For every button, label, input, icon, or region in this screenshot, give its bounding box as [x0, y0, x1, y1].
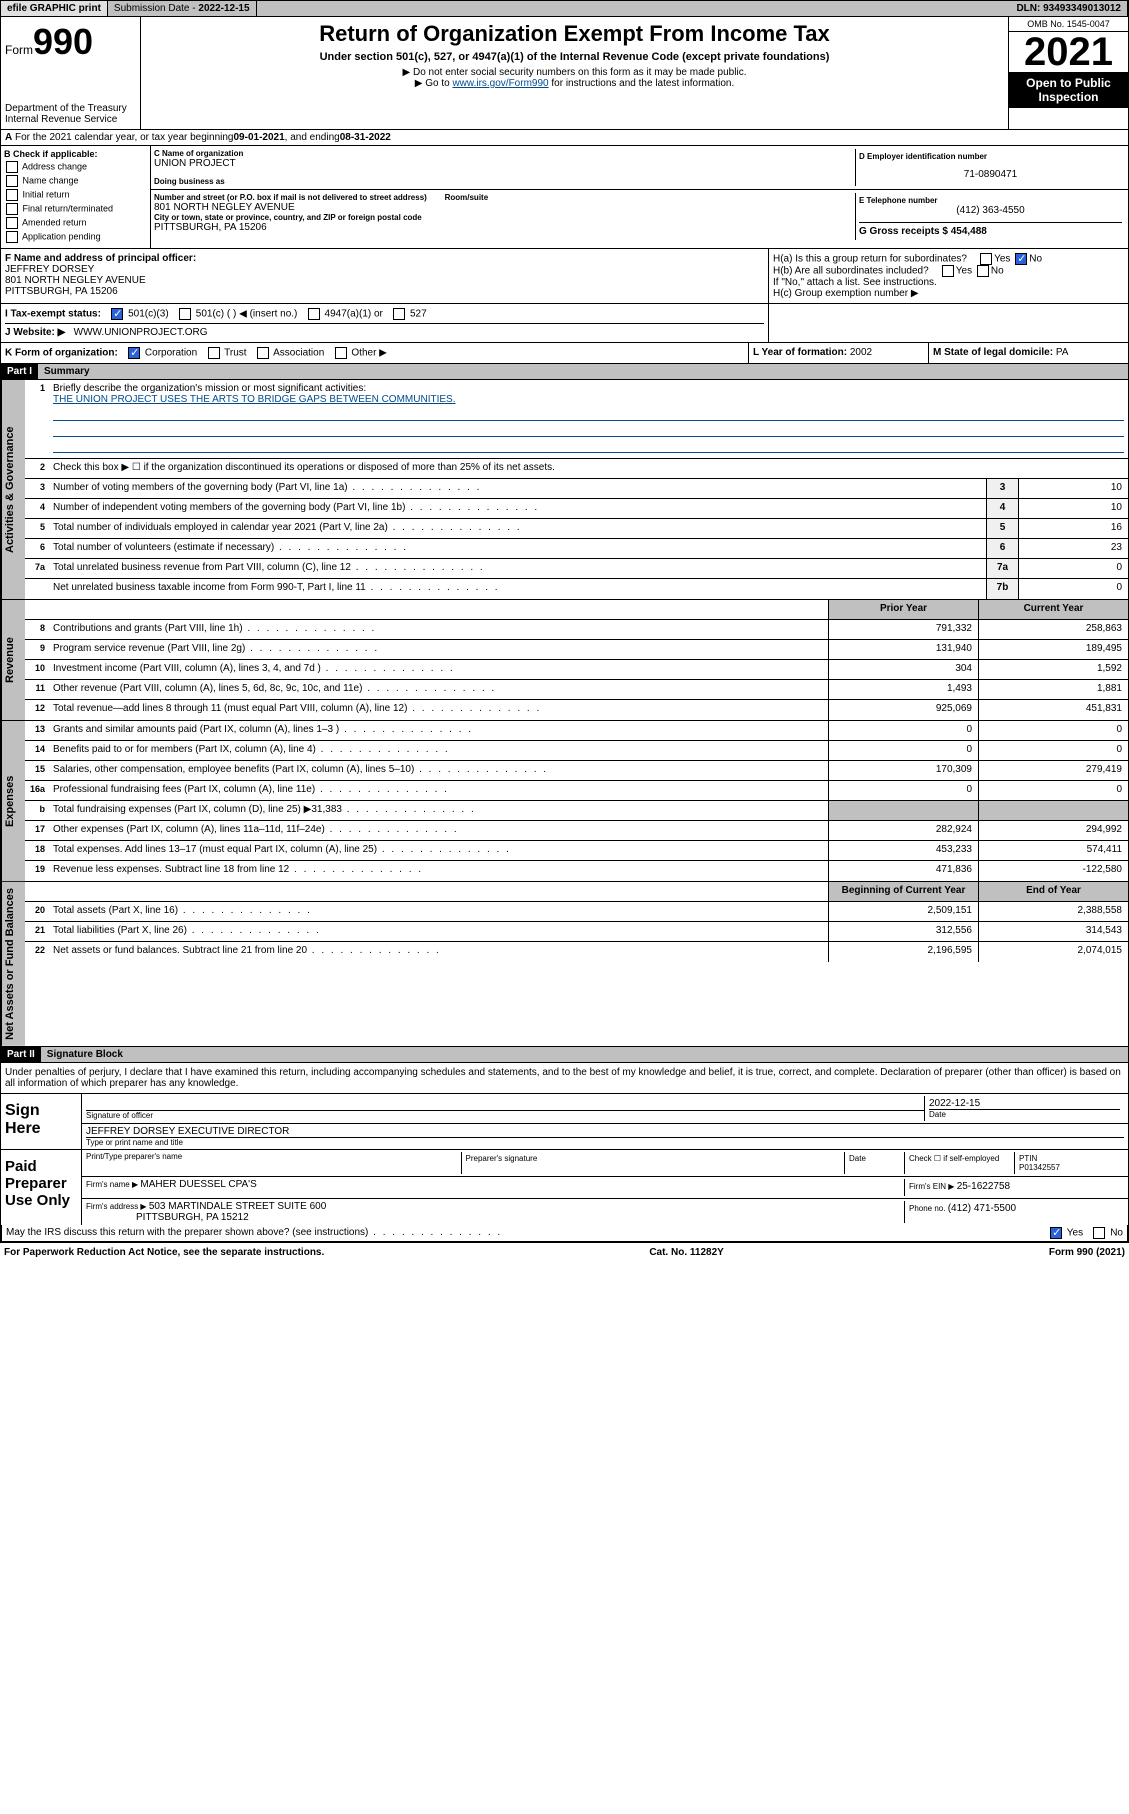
top-toolbar: efile GRAPHIC print Submission Date - 20…: [0, 0, 1129, 17]
phone-label: E Telephone number: [859, 196, 1122, 205]
table-row: 10Investment income (Part VIII, column (…: [25, 660, 1128, 680]
table-row: 4Number of independent voting members of…: [25, 499, 1128, 519]
vtab-netassets: Net Assets or Fund Balances: [1, 882, 25, 1046]
perjury-declaration: Under penalties of perjury, I declare th…: [1, 1063, 1128, 1093]
city-label: City or town, state or province, country…: [154, 213, 855, 222]
efile-print-button[interactable]: efile GRAPHIC print: [1, 1, 108, 16]
h-c: H(c) Group exemption number ▶: [773, 288, 1124, 299]
part1-expenses: Expenses 13Grants and similar amounts pa…: [0, 721, 1129, 882]
line-l: L Year of formation: 2002: [748, 343, 928, 363]
form-header: Form990 Department of the Treasury Inter…: [0, 17, 1129, 130]
street-label: Number and street (or P.O. box if mail i…: [154, 193, 855, 202]
table-row: 14Benefits paid to or for members (Part …: [25, 741, 1128, 761]
vtab-expenses: Expenses: [1, 721, 25, 881]
firm-phone: (412) 471-5500: [948, 1203, 1016, 1214]
form-title: Return of Organization Exempt From Incom…: [145, 21, 1004, 47]
section-klm: K Form of organization: Corporation Trus…: [0, 343, 1129, 364]
table-row: 8Contributions and grants (Part VIII, li…: [25, 620, 1128, 640]
table-row: 20Total assets (Part X, line 16)2,509,15…: [25, 902, 1128, 922]
ptin-value: P01342557: [1019, 1163, 1060, 1172]
street-value: 801 NORTH NEGLEY AVENUE: [154, 202, 855, 213]
form-subtitle: Under section 501(c), 527, or 4947(a)(1)…: [145, 51, 1004, 63]
section-fh: F Name and address of principal officer:…: [0, 249, 1129, 304]
sign-here-label: Sign Here: [1, 1094, 81, 1149]
table-row: 19Revenue less expenses. Subtract line 1…: [25, 861, 1128, 881]
irs-link[interactable]: www.irs.gov/Form990: [452, 78, 548, 89]
table-row: 12Total revenue—add lines 8 through 11 (…: [25, 700, 1128, 720]
signature-block: Under penalties of perjury, I declare th…: [0, 1063, 1129, 1243]
part2-header: Part IISignature Block: [0, 1047, 1129, 1063]
paperwork-notice: For Paperwork Reduction Act Notice, see …: [4, 1247, 324, 1258]
sig-officer-label: Signature of officer: [86, 1110, 924, 1120]
irs-label: Internal Revenue Service: [5, 114, 136, 125]
org-name-label: C Name of organization: [154, 149, 855, 158]
officer-name: JEFFREY DORSEY: [5, 264, 94, 275]
ssn-note: ▶ Do not enter social security numbers o…: [145, 67, 1004, 78]
table-row: 15Salaries, other compensation, employee…: [25, 761, 1128, 781]
dba-label: Doing business as: [154, 177, 855, 186]
line-m: M State of legal domicile: PA: [928, 343, 1128, 363]
officer-label: F Name and address of principal officer:: [5, 253, 196, 264]
table-row: 16aProfessional fundraising fees (Part I…: [25, 781, 1128, 801]
vtab-revenue: Revenue: [1, 600, 25, 720]
officer-city: PITTSBURGH, PA 15206: [5, 286, 118, 297]
table-row: Net unrelated business taxable income fr…: [25, 579, 1128, 599]
part1-governance: Activities & Governance 1Briefly describ…: [0, 380, 1129, 600]
table-row: 11Other revenue (Part VIII, column (A), …: [25, 680, 1128, 700]
part1-netassets: Net Assets or Fund Balances Beginning of…: [0, 882, 1129, 1047]
h-b-note: If "No," attach a list. See instructions…: [773, 277, 1124, 288]
dln: DLN: 93493349013012: [1010, 1, 1128, 16]
table-row: 6Total number of volunteers (estimate if…: [25, 539, 1128, 559]
officer-printed-name: JEFFREY DORSEY EXECUTIVE DIRECTOR: [86, 1126, 1124, 1137]
org-name: UNION PROJECT: [154, 158, 855, 169]
vtab-governance: Activities & Governance: [1, 380, 25, 599]
firm-ein: 25-1622758: [957, 1181, 1010, 1192]
section-bcd: B Check if applicable: Address change Na…: [0, 146, 1129, 249]
line-a: A For the 2021 calendar year, or tax yea…: [0, 130, 1129, 146]
table-row: 3Number of voting members of the governi…: [25, 479, 1128, 499]
h-a: H(a) Is this a group return for subordin…: [773, 253, 1124, 265]
line-j: J Website: ▶ WWW.UNIONPROJECT.ORG: [5, 323, 764, 338]
table-row: 13Grants and similar amounts paid (Part …: [25, 721, 1128, 741]
submission-date: Submission Date - 2022-12-15: [108, 1, 257, 16]
box-b: B Check if applicable: Address change Na…: [1, 146, 151, 248]
section-ij: I Tax-exempt status: 501(c)(3) 501(c) ( …: [0, 304, 1129, 343]
table-row: 7aTotal unrelated business revenue from …: [25, 559, 1128, 579]
cat-no: Cat. No. 11282Y: [649, 1247, 723, 1258]
ein-label: D Employer identification number: [859, 152, 1122, 161]
paid-preparer-label: Paid Preparer Use Only: [1, 1150, 81, 1225]
open-to-public: Open to Public Inspection: [1009, 72, 1128, 108]
dept-treasury: Department of the Treasury: [5, 103, 136, 114]
officer-addr: 801 NORTH NEGLEY AVENUE: [5, 275, 146, 286]
form-number: Form990: [5, 21, 136, 63]
table-row: bTotal fundraising expenses (Part IX, co…: [25, 801, 1128, 821]
part1-revenue: Revenue Prior YearCurrent Year 8Contribu…: [0, 600, 1129, 721]
sig-date: 2022-12-15: [929, 1098, 1120, 1109]
table-row: 22Net assets or fund balances. Subtract …: [25, 942, 1128, 962]
firm-name: MAHER DUESSEL CPA'S: [140, 1179, 256, 1190]
table-row: 21Total liabilities (Part X, line 26)312…: [25, 922, 1128, 942]
phone-value: (412) 363-4550: [859, 205, 1122, 216]
goto-note: ▶ Go to www.irs.gov/Form990 for instruct…: [145, 78, 1004, 89]
city-value: PITTSBURGH, PA 15206: [154, 222, 855, 233]
h-b: H(b) Are all subordinates included? Yes …: [773, 265, 1124, 277]
irs-discuss-row: May the IRS discuss this return with the…: [1, 1225, 1128, 1242]
firm-addr: 503 MARTINDALE STREET SUITE 600: [149, 1201, 326, 1212]
form-ref: Form 990 (2021): [1049, 1247, 1125, 1258]
table-row: 18Total expenses. Add lines 13–17 (must …: [25, 841, 1128, 861]
table-row: 17Other expenses (Part IX, column (A), l…: [25, 821, 1128, 841]
line-i: I Tax-exempt status: 501(c)(3) 501(c) ( …: [5, 308, 764, 320]
part1-header: Part ISummary: [0, 364, 1129, 380]
line-k: K Form of organization: Corporation Trus…: [1, 343, 748, 363]
gross-receipts: G Gross receipts $ 454,488: [859, 226, 987, 237]
table-row: 9Program service revenue (Part VIII, lin…: [25, 640, 1128, 660]
tax-year: 2021: [1009, 32, 1128, 72]
table-row: 5Total number of individuals employed in…: [25, 519, 1128, 539]
ein-value: 71-0890471: [859, 169, 1122, 180]
page-footer: For Paperwork Reduction Act Notice, see …: [0, 1243, 1129, 1262]
